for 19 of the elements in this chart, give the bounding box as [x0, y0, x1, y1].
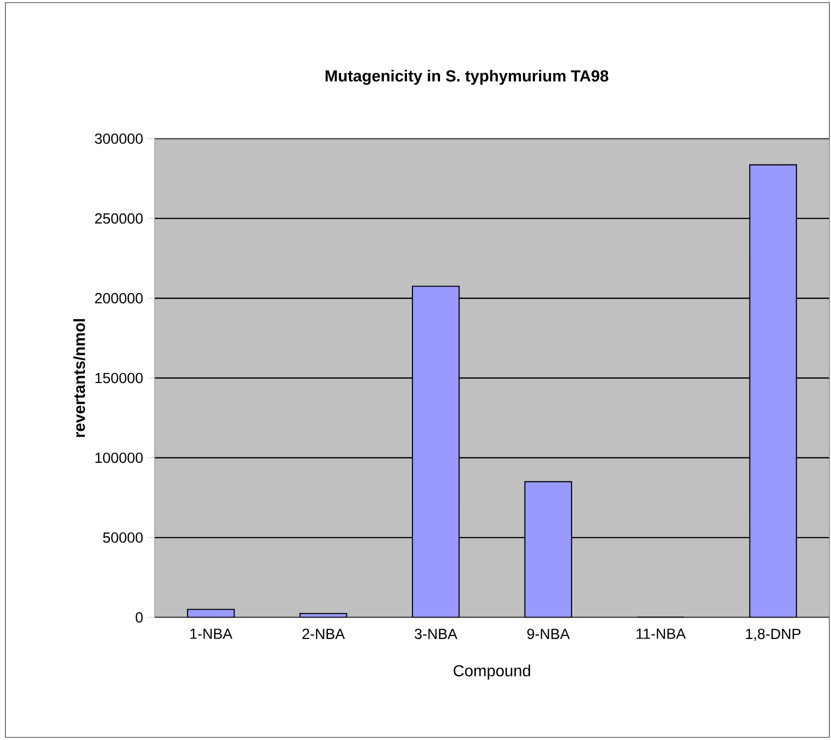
y-tick-label: 200000	[95, 293, 143, 304]
y-axis-title: revertants/nmol	[73, 319, 86, 437]
y-tick-label: 300000	[94, 133, 143, 144]
chart-title: Mutagenicity in S. typhymurium TA98	[326, 70, 608, 85]
x-tick-label: 2-NBA	[302, 628, 345, 639]
y-tick-label: 250000	[95, 213, 143, 224]
x-tick-label: 11-NBA	[636, 628, 686, 639]
x-axis-title: Compound	[454, 664, 530, 680]
y-tick-label: 50000	[103, 532, 143, 543]
x-tick-label: 9-NBA	[527, 628, 570, 640]
y-tick-label: 100000	[95, 452, 143, 463]
y-tick-label: 150000	[95, 372, 143, 384]
x-tick-label: 1-NBA	[190, 628, 232, 639]
x-tick-label: 3-NBA	[414, 628, 458, 640]
bar	[749, 164, 797, 618]
bar	[524, 481, 572, 618]
x-tick-label: 1,8-DNP	[746, 628, 800, 641]
bar	[412, 286, 460, 618]
y-tick-label: 0	[136, 612, 143, 623]
